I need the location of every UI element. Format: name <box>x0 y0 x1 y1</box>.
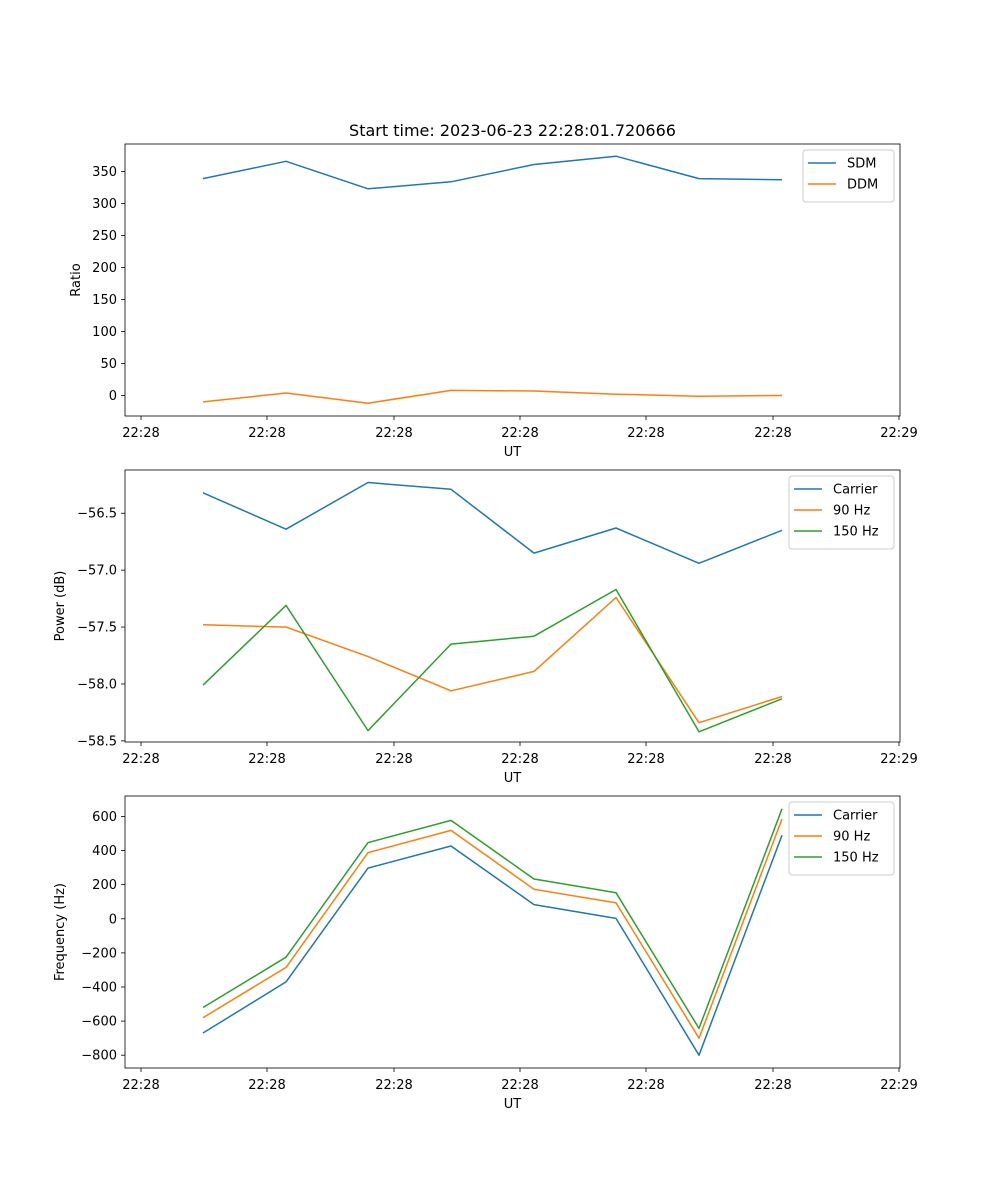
power-y-tick-label: −57.0 <box>77 564 117 579</box>
frequency-series-90-hz-line <box>202 818 783 1039</box>
frequency-y-tick-label: −200 <box>81 946 117 961</box>
ratio-series-sdm-line <box>202 155 783 190</box>
frequency-x-tick-label: 22:28 <box>627 1078 664 1093</box>
power-x-tick-label: 22:28 <box>754 752 791 767</box>
ratio-x-tick-label: 22:28 <box>754 426 791 441</box>
frequency-y-axis-label: Frequency (Hz) <box>53 883 68 981</box>
frequency-y-tick-label: −600 <box>81 1015 117 1030</box>
power-axes-frame <box>124 469 901 743</box>
power-x-tick-label: 22:28 <box>627 752 664 767</box>
power-x-tick-label: 22:28 <box>501 752 538 767</box>
frequency-x-tick-label: 22:29 <box>880 1078 917 1093</box>
power-x-tick-label: 22:28 <box>122 752 159 767</box>
ratio-y-tick-label: 0 <box>109 389 117 404</box>
ratio-x-tick-label: 22:29 <box>880 426 917 441</box>
ratio-x-axis-label: UT <box>504 445 522 460</box>
power-legend-label: 90 Hz <box>833 504 870 519</box>
frequency-panel: 22:28 22:28 22:28 22:28 22:28 22:28 22:29 UT −80… <box>53 795 918 1112</box>
frequency-y-tick-label: 600 <box>92 810 117 825</box>
ratio-y-tick-label: 300 <box>92 197 117 212</box>
frequency-x-tick-label: 22:28 <box>375 1078 412 1093</box>
ratio-series-ddm-line <box>202 389 783 404</box>
frequency-series-carrier-line <box>202 834 783 1056</box>
frequency-y-tick-label: 0 <box>109 912 117 927</box>
ratio-y-tick-label: 50 <box>100 357 117 372</box>
power-x-axis-label: UT <box>504 771 522 786</box>
figure-title: Start time: 2023-06-23 22:28:01.720666 <box>349 121 676 140</box>
ratio-y-axis-label: Ratio <box>69 263 84 296</box>
frequency-y-tick-label: −800 <box>81 1049 117 1064</box>
frequency-y-tick-label: 400 <box>92 844 117 859</box>
frequency-y-tick-label: 200 <box>92 878 117 893</box>
ratio-y-tick-label: 150 <box>92 293 117 308</box>
ratio-panel: 22:28 22:28 22:28 22:28 22:28 22:28 22:29 UT 0 50… <box>69 143 918 460</box>
frequency-y-tick-label: −400 <box>81 980 117 995</box>
power-y-tick-label: −58.0 <box>77 677 117 692</box>
ratio-x-tick-label: 22:28 <box>627 426 664 441</box>
power-x-tick-label: 22:28 <box>375 752 412 767</box>
ratio-legend-label: DDM <box>847 178 878 193</box>
power-legend-label: 150 Hz <box>833 525 879 540</box>
ratio-y-tick-label: 200 <box>92 261 117 276</box>
power-x-tick-label: 22:29 <box>880 752 917 767</box>
frequency-series-150-hz-line <box>202 808 783 1030</box>
frequency-x-tick-label: 22:28 <box>248 1078 285 1093</box>
ratio-legend-label: SDM <box>847 157 876 172</box>
ratio-legend: SDM DDM <box>802 149 895 203</box>
frequency-legend-label: 90 Hz <box>833 830 870 845</box>
frequency-x-tick-label: 22:28 <box>501 1078 538 1093</box>
power-y-tick-label: −57.5 <box>77 621 117 636</box>
ratio-axes-frame <box>124 143 901 417</box>
frequency-axes-frame <box>124 795 901 1069</box>
ratio-y-tick-label: 250 <box>92 229 117 244</box>
power-legend-label: Carrier <box>833 483 878 498</box>
ratio-x-tick-label: 22:28 <box>122 426 159 441</box>
power-y-tick-label: −58.5 <box>77 734 117 749</box>
power-series-carrier-line <box>202 481 783 565</box>
frequency-legend-label: 150 Hz <box>833 851 879 866</box>
power-x-tick-label: 22:28 <box>248 752 285 767</box>
frequency-x-axis-label: UT <box>504 1097 522 1112</box>
power-y-tick-label: −56.5 <box>77 507 117 522</box>
frequency-legend: Carrier 90 Hz 150 Hz <box>788 801 895 876</box>
frequency-legend-label: Carrier <box>833 809 878 824</box>
power-series-90-hz-line <box>202 596 783 724</box>
frequency-x-tick-label: 22:28 <box>754 1078 791 1093</box>
power-legend: Carrier 90 Hz 150 Hz <box>788 475 895 550</box>
ratio-x-tick-label: 22:28 <box>248 426 285 441</box>
ratio-x-tick-label: 22:28 <box>375 426 412 441</box>
power-panel: 22:28 22:28 22:28 22:28 22:28 22:28 22:29 UT −58… <box>53 469 918 786</box>
ratio-y-tick-label: 100 <box>92 325 117 340</box>
ratio-y-tick-label: 350 <box>92 165 117 180</box>
frequency-x-tick-label: 22:28 <box>122 1078 159 1093</box>
ratio-x-tick-label: 22:28 <box>501 426 538 441</box>
power-series-150-hz-line <box>202 588 783 733</box>
power-y-axis-label: Power (dB) <box>53 571 68 642</box>
